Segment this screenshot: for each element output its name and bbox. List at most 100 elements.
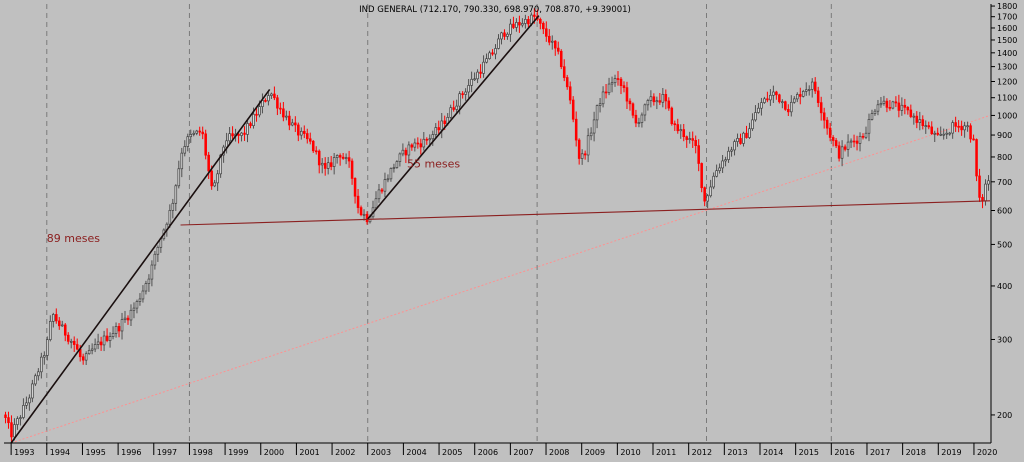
candle-27 <box>84 351 88 365</box>
candle-96 <box>291 118 294 127</box>
candle-93 <box>282 102 285 122</box>
candle-128 <box>386 174 390 183</box>
candle-134 <box>404 147 408 163</box>
candle-115 <box>347 150 351 168</box>
candle-228 <box>685 135 689 148</box>
candle-173 <box>521 18 524 28</box>
candle-87 <box>264 98 267 103</box>
candle-11 <box>37 368 40 381</box>
candle-243 <box>730 146 733 157</box>
candle-287 <box>861 133 865 140</box>
candle-260 <box>781 99 784 109</box>
candle-298 <box>894 96 898 108</box>
candle-44 <box>135 299 139 314</box>
candle-300 <box>900 97 904 116</box>
candle-144 <box>434 123 438 139</box>
candle-80 <box>243 126 246 141</box>
candle-107 <box>323 157 327 176</box>
y-tick-label-5: 1300 <box>997 63 1017 72</box>
candle-204 <box>613 74 617 87</box>
candle-6 <box>22 398 25 420</box>
x-tick-label-19: 2012 <box>692 448 712 457</box>
candle-2 <box>10 415 13 444</box>
candle-242 <box>727 146 730 163</box>
candle-322 <box>966 121 969 132</box>
candle-14 <box>46 336 49 361</box>
candle-137 <box>413 138 417 152</box>
candle-160 <box>482 55 485 78</box>
candle-70 <box>213 179 216 188</box>
candle-272 <box>816 86 820 108</box>
candle-197 <box>592 111 596 142</box>
y-tick-label-6: 1200 <box>997 78 1017 87</box>
candle-186 <box>559 49 563 70</box>
candle-51 <box>156 245 160 262</box>
candle-317 <box>951 120 954 139</box>
candle-39 <box>120 312 124 340</box>
candle-226 <box>679 124 683 139</box>
candle-104 <box>314 146 318 155</box>
candle-250 <box>751 113 754 131</box>
candle-61 <box>186 133 190 152</box>
candle-84 <box>255 107 258 122</box>
candle-47 <box>144 280 148 295</box>
candle-82 <box>249 121 252 129</box>
candle-180 <box>542 21 545 35</box>
candle-274 <box>822 107 826 129</box>
x-tick-label-3: 1996 <box>121 448 141 457</box>
candle-234 <box>703 186 706 207</box>
candle-145 <box>437 120 441 136</box>
candle-248 <box>745 125 748 139</box>
candle-175 <box>527 16 530 28</box>
candle-266 <box>798 87 802 105</box>
candle-283 <box>849 138 853 149</box>
candle-321 <box>963 121 966 138</box>
x-tick-label-22: 2015 <box>799 448 819 457</box>
x-tick-label-26: 2019 <box>941 448 961 457</box>
candle-60 <box>183 140 187 157</box>
candle-208 <box>625 81 629 109</box>
candle-4 <box>16 416 19 430</box>
candle-112 <box>338 153 342 166</box>
candle-109 <box>329 155 333 171</box>
candle-237 <box>712 172 715 190</box>
x-tick-label-21: 2014 <box>763 448 783 457</box>
candle-193 <box>580 149 584 165</box>
candle-209 <box>628 98 632 111</box>
candle-41 <box>126 315 130 325</box>
candle-241 <box>724 156 727 167</box>
x-tick-label-10: 2003 <box>371 448 391 457</box>
trendline-1 <box>367 15 540 220</box>
candle-18 <box>57 317 61 330</box>
candle-169 <box>509 18 512 42</box>
candle-151 <box>455 99 458 113</box>
candle-131 <box>395 160 399 169</box>
candle-71 <box>216 169 219 191</box>
candle-132 <box>398 152 402 167</box>
x-tick-label-15: 2008 <box>549 448 569 457</box>
candle-172 <box>518 15 521 33</box>
candle-78 <box>237 132 240 144</box>
candle-43 <box>132 302 136 319</box>
x-tick-label-14: 2007 <box>513 448 533 457</box>
candle-57 <box>174 184 178 211</box>
candle-17 <box>55 308 58 324</box>
y-tick-label-3: 1500 <box>997 36 1017 45</box>
candle-103 <box>311 139 315 153</box>
candle-232 <box>697 139 700 172</box>
candle-111 <box>335 154 339 164</box>
x-tick-label-7: 2000 <box>264 448 284 457</box>
candle-55 <box>168 204 172 228</box>
candle-165 <box>497 34 500 50</box>
candle-293 <box>879 97 883 108</box>
candle-42 <box>129 304 133 327</box>
candle-302 <box>906 106 910 115</box>
candle-252 <box>757 102 760 114</box>
candle-281 <box>843 144 847 152</box>
candle-92 <box>279 102 282 115</box>
x-tick-label-18: 2011 <box>656 448 676 457</box>
candle-215 <box>646 98 650 111</box>
candle-212 <box>637 117 641 128</box>
trendline-2 <box>180 200 991 226</box>
candle-21 <box>66 332 70 345</box>
